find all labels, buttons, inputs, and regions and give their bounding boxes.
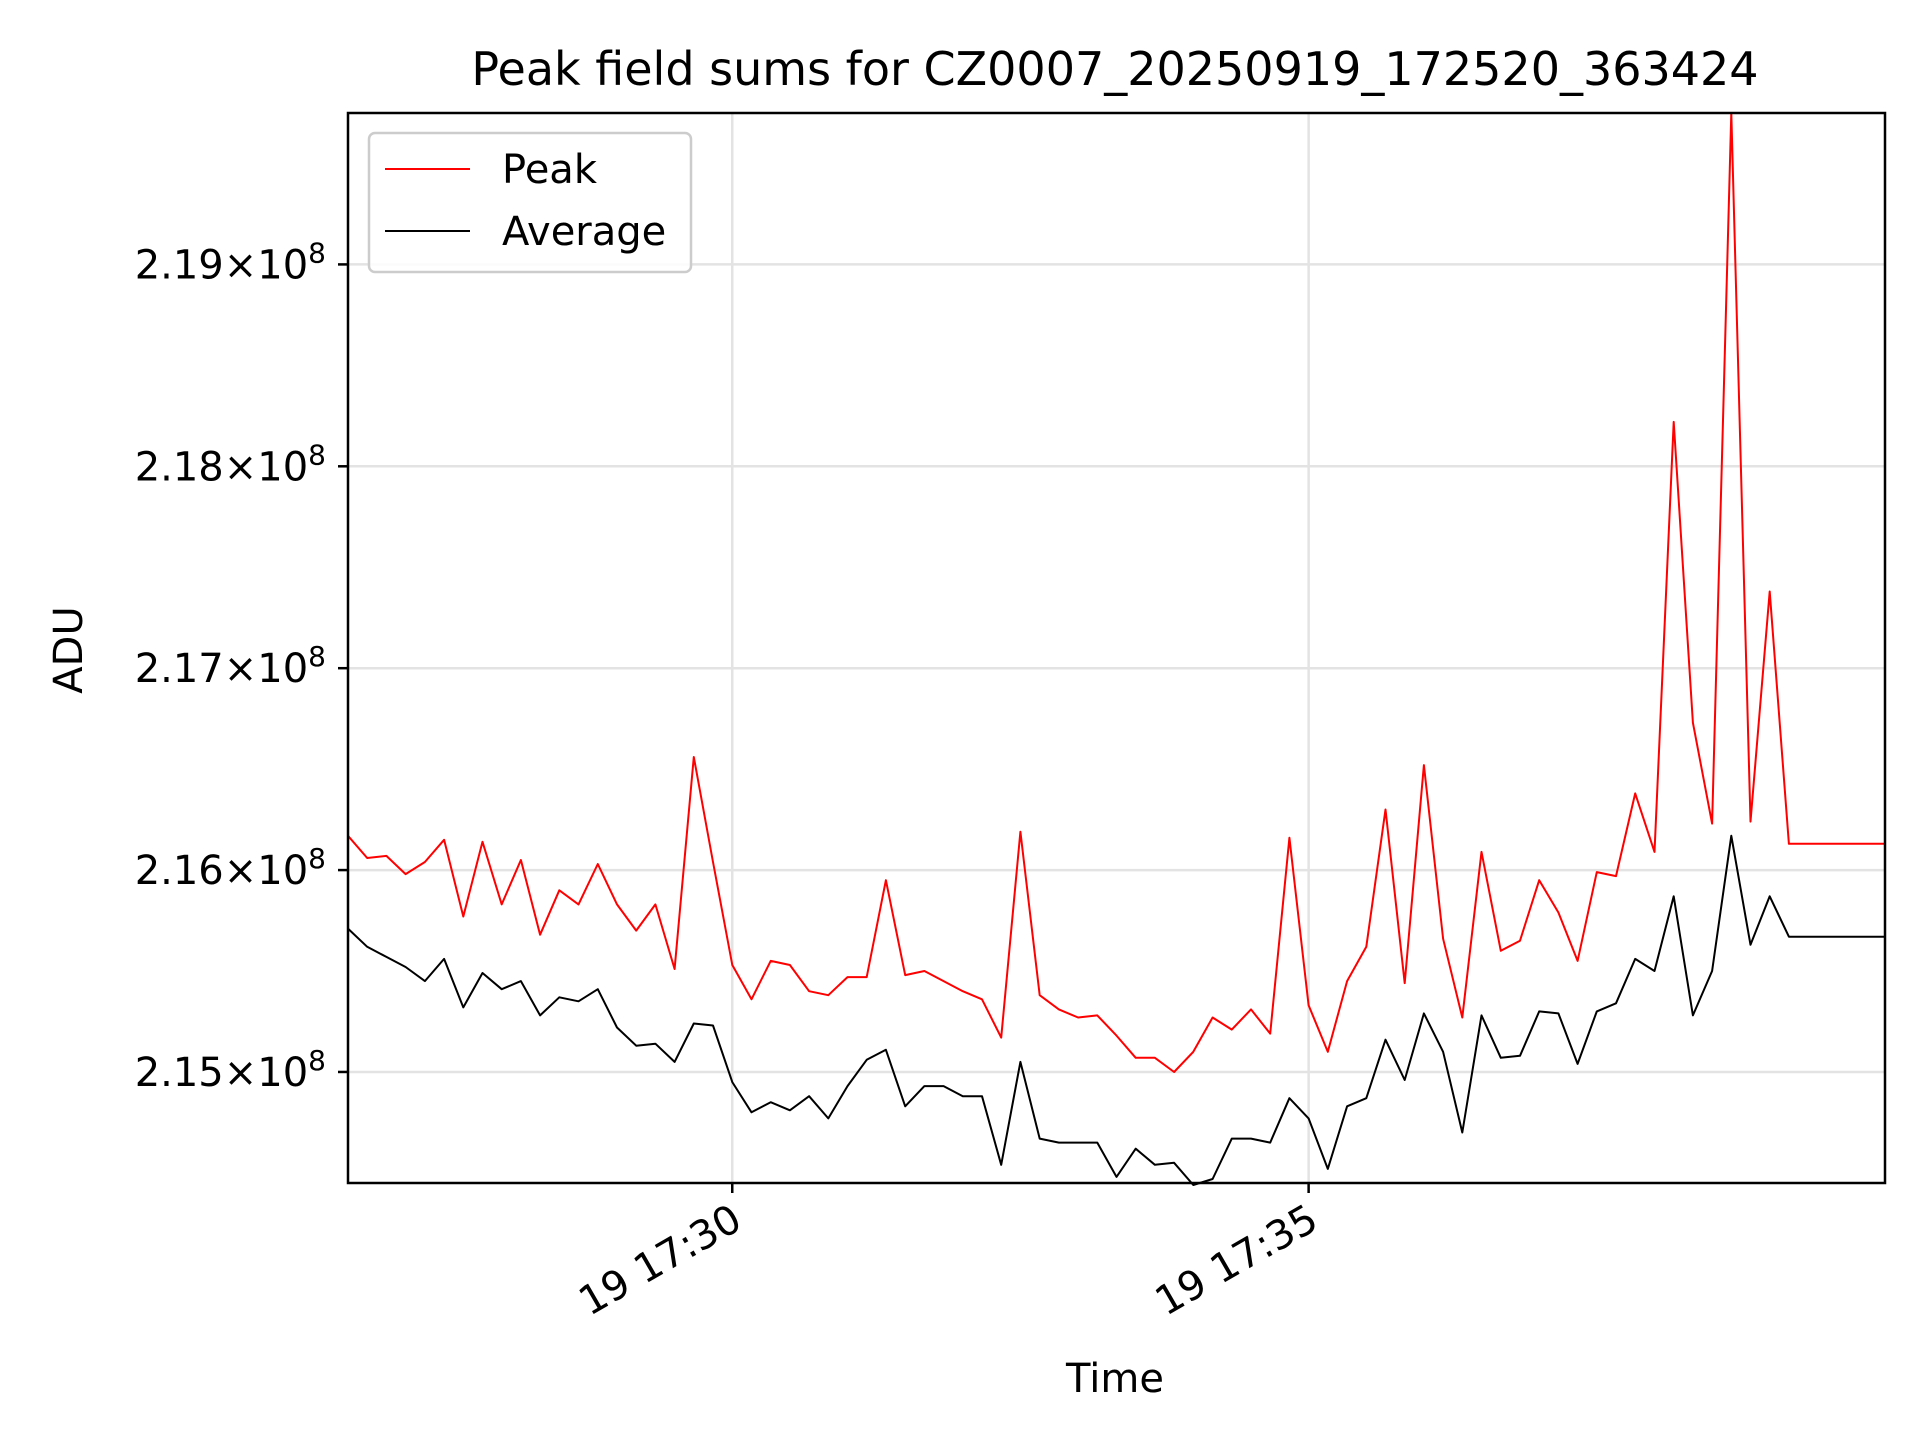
- series-line-average: [347, 834, 1885, 1186]
- legend-box: [367, 131, 693, 274]
- plot-area-frame: [346, 111, 1887, 1185]
- y-tick-label: 2.19×108: [135, 236, 326, 288]
- y-tick-label: 2.18×108: [135, 438, 326, 490]
- series-lines: [347, 112, 1885, 1186]
- y-axis-label: ADU: [46, 606, 92, 693]
- y-tick-label: 2.15×108: [135, 1044, 326, 1096]
- y-tick-label: 2.16×108: [135, 842, 326, 894]
- legend-label-peak: Peak: [502, 147, 598, 193]
- y-tick-label: 2.17×108: [135, 640, 326, 692]
- legend-label-average: Average: [502, 209, 666, 255]
- x-axis-label: Time: [1065, 1356, 1164, 1402]
- series-line-peak: [347, 112, 1885, 1073]
- legend: Peak Average: [367, 131, 693, 274]
- chart-title: Peak field sums for CZ0007_20250919_1725…: [471, 42, 1758, 96]
